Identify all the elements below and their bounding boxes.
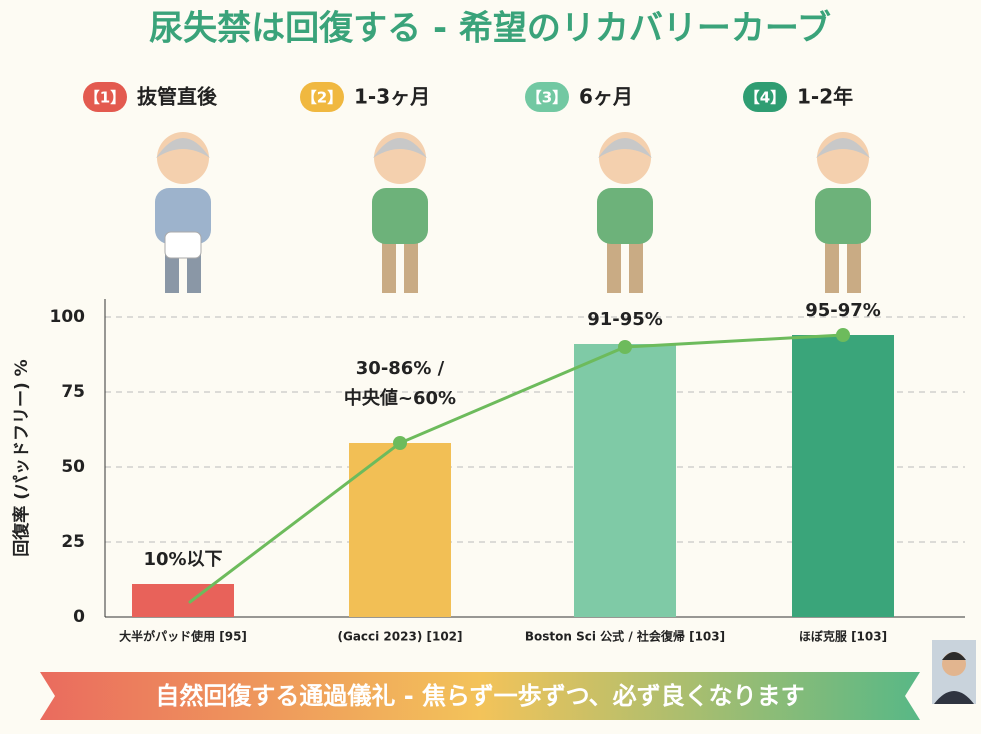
body <box>372 188 428 244</box>
hair <box>373 138 427 158</box>
y-tick-label: 50 <box>61 457 85 477</box>
stage-label: 1-2年 <box>797 85 853 109</box>
y-tick-label: 0 <box>73 607 85 627</box>
hair <box>156 138 210 158</box>
presenter-photo <box>932 640 976 704</box>
y-tick-label: 25 <box>61 532 85 552</box>
title: 尿失禁は回復する - 希望のリカバリーカーブ <box>149 9 831 49</box>
bar <box>574 344 676 617</box>
character <box>815 132 871 293</box>
pad <box>164 231 202 259</box>
curve-dot <box>393 436 407 450</box>
stage-badge <box>83 82 127 112</box>
character <box>372 132 428 293</box>
leg <box>629 235 643 293</box>
hair <box>598 138 652 158</box>
x-tick-label: 大半がパッド使用 [95] <box>119 629 247 644</box>
stage-number: 【3】 <box>527 89 567 107</box>
leg <box>607 235 621 293</box>
leg <box>825 235 839 293</box>
character <box>155 132 211 293</box>
banner-text: 自然回復する通過儀礼 - 焦らず一歩ずつ、必ず良くなります <box>155 682 804 710</box>
stage-number: 【1】 <box>85 89 125 107</box>
bar <box>132 584 234 617</box>
stage-number: 【4】 <box>745 89 785 107</box>
body <box>597 188 653 244</box>
y-axis-label: 回復率 (パッドフリー) % <box>11 359 32 556</box>
body <box>815 188 871 244</box>
stage-badge <box>743 82 787 112</box>
value-label: 91-95% <box>587 309 663 330</box>
stage-badge <box>525 82 569 112</box>
y-tick-label: 100 <box>50 307 86 327</box>
value-label: 10%以下 <box>143 549 222 570</box>
value-label: 95-97% <box>805 300 881 321</box>
stage-badge <box>300 82 344 112</box>
x-tick-label: Boston Sci 公式 / 社会復帰 [103] <box>525 629 725 644</box>
leg <box>404 235 418 293</box>
recovery-curve <box>188 333 845 604</box>
stage-number: 【2】 <box>302 89 342 107</box>
value-label: 中央値~60% <box>344 387 456 409</box>
stage-label: 1-3ヶ月 <box>354 85 430 109</box>
stage-label: 6ヶ月 <box>579 85 633 109</box>
character <box>597 132 653 293</box>
bar <box>349 443 451 617</box>
curve-dot <box>836 328 850 342</box>
hair <box>816 138 870 158</box>
leg <box>382 235 396 293</box>
x-tick-label: (Gacci 2023) [102] <box>337 630 462 644</box>
bar <box>792 335 894 617</box>
body <box>155 188 211 244</box>
y-tick-label: 75 <box>61 382 85 402</box>
x-tick-label: ほぼ克服 [103] <box>799 629 887 644</box>
curve-dot <box>618 340 632 354</box>
stage-label: 抜管直後 <box>137 85 218 109</box>
leg <box>847 235 861 293</box>
value-label: 30-86% / <box>356 358 445 379</box>
banner-shape <box>40 672 920 720</box>
